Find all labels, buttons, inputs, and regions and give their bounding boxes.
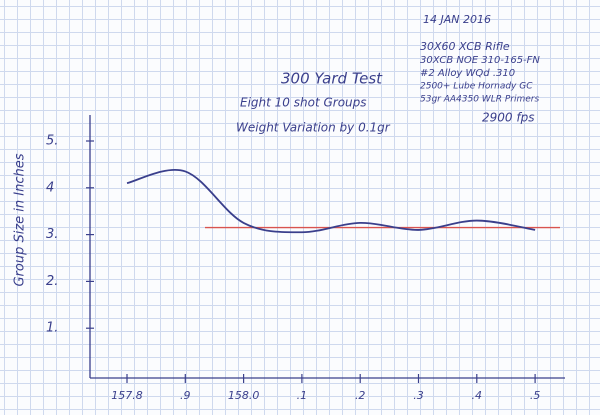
note: 2900 fps [482,111,534,125]
x-tick-label: .5 [530,389,541,402]
data-line [126,169,536,234]
x-tick-label: 157.8 [111,389,143,402]
x-tick-label: .2 [355,389,366,402]
x-tick-label: .4 [472,389,483,402]
x-tick-label: .3 [413,389,424,402]
y-tick-label: 4 [46,180,54,195]
x-tick-label: .1 [297,389,308,402]
y-axis-label: Group Size in Inches [13,153,28,286]
y-tick-label: 3. [46,227,58,242]
y-tick-label: 5. [46,134,58,149]
note: 53gr AA4350 WLR Primers [420,95,539,105]
note: 30XCB NOE 310-165-FN [420,55,540,66]
note: 30X60 XCB Rifle [420,40,510,53]
note: #2 Alloy WQd .310 [420,68,515,79]
y-tick-label: 2. [46,274,58,289]
x-tick-label: .9 [180,389,191,402]
chart-subtitle: Weight Variation by 0.1gr [236,121,391,135]
x-tick-label: 158.0 [228,389,260,402]
y-tick-label: 1. [46,321,58,336]
chart-subtitle: Eight 10 shot Groups [240,96,367,110]
note: 2500+ Lube Hornady GC [420,82,533,92]
note: 14 JAN 2016 [423,13,491,26]
chart-title: 300 Yard Test [281,70,383,88]
